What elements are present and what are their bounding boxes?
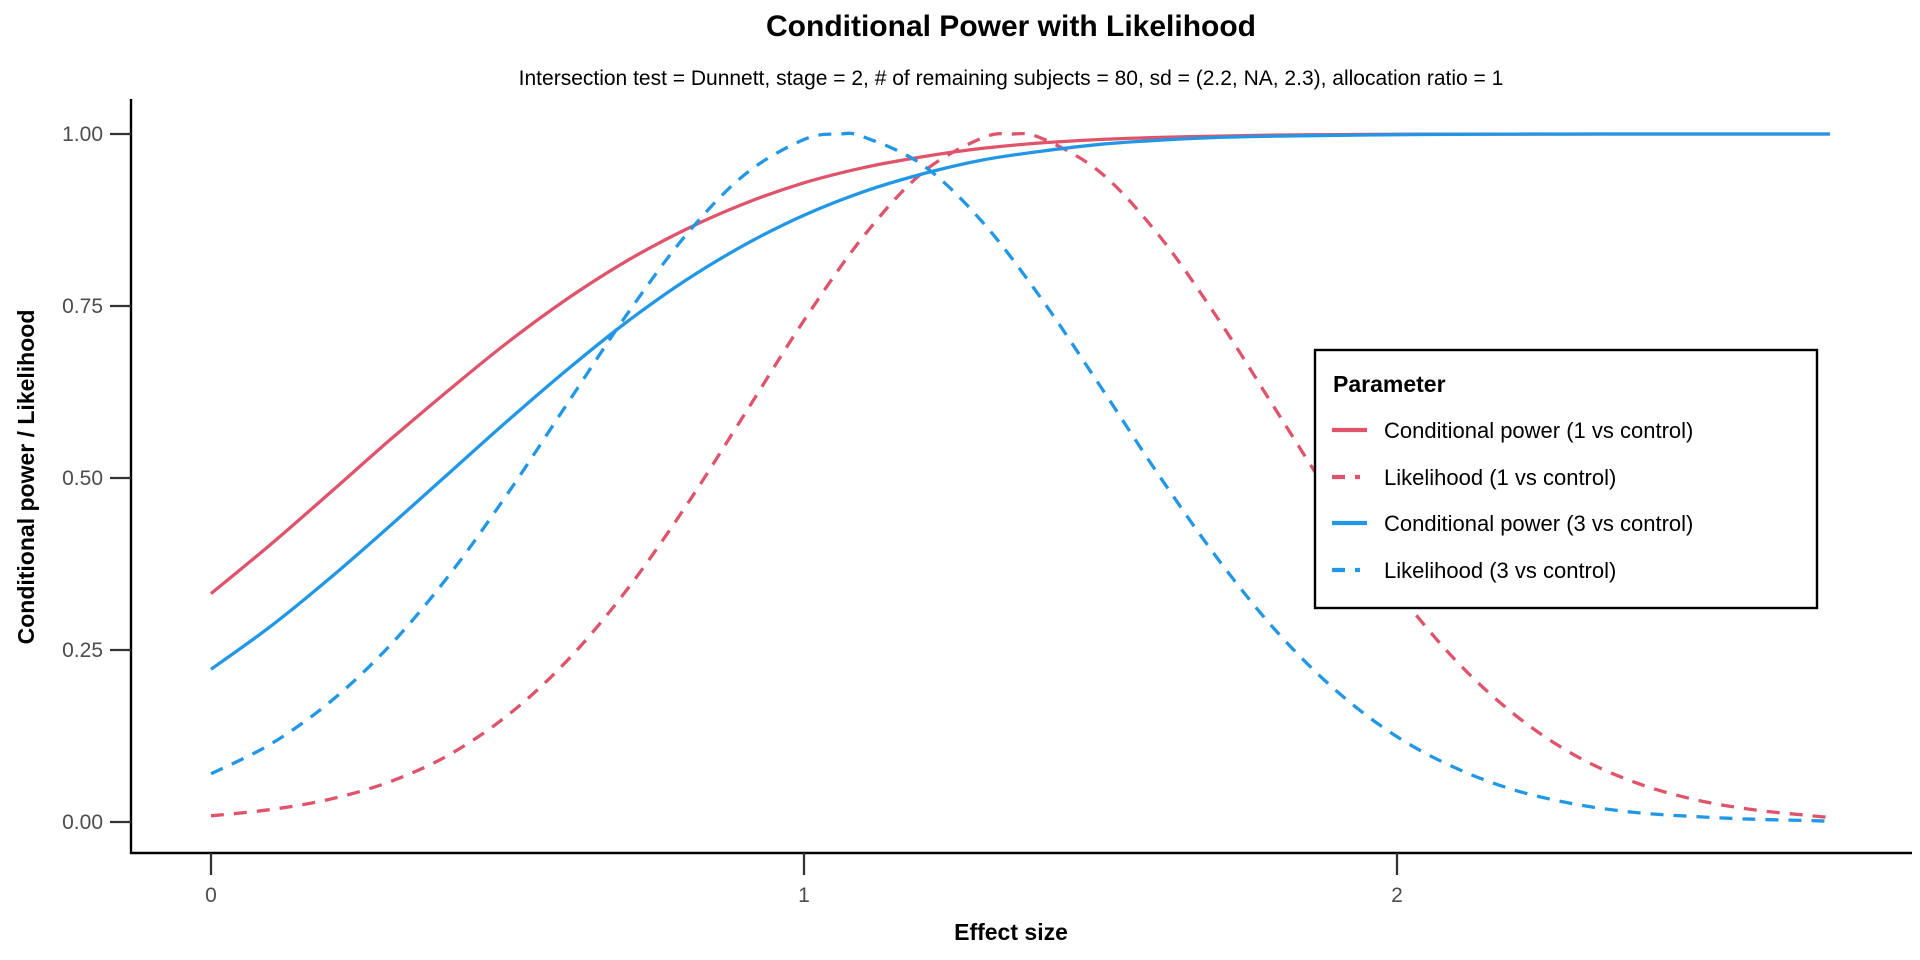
y-axis-title: Conditional power / Likelihood xyxy=(13,310,39,645)
curve-likelihood-3-vs-control xyxy=(210,131,1830,823)
y-tick-label: 0.50 xyxy=(62,467,103,490)
curve-conditional-power-3-vs-control xyxy=(210,132,1830,671)
x-tick-label: 1 xyxy=(798,884,810,907)
legend-item-label: Conditional power (3 vs control) xyxy=(1384,511,1693,536)
axis-ticks: 0.00 0.25 0.50 0.75 1.00 0 1 2 xyxy=(62,123,1403,907)
legend-item-label: Conditional power (1 vs control) xyxy=(1384,418,1693,443)
y-tick-label: 0.75 xyxy=(62,295,103,318)
legend: Parameter Conditional power (1 vs contro… xyxy=(1313,348,1819,610)
curves-layer xyxy=(209,131,1831,823)
legend-item: Likelihood (3 vs control) xyxy=(1332,558,1616,583)
legend-item: Likelihood (1 vs control) xyxy=(1332,465,1616,490)
chart-title: Conditional Power with Likelihood xyxy=(766,10,1256,43)
curve-likelihood-1-vs-control xyxy=(210,131,1831,819)
legend-title: Parameter xyxy=(1333,371,1446,397)
y-tick-label: 0.25 xyxy=(62,639,103,662)
legend-items: Conditional power (1 vs control) Likeliho… xyxy=(1332,418,1693,583)
legend-item-label: Likelihood (3 vs control) xyxy=(1384,558,1616,583)
legend-box xyxy=(1313,348,1819,610)
y-tick-label: 0.00 xyxy=(62,811,103,834)
x-tick-label: 0 xyxy=(205,884,217,907)
chart-subtitle: Intersection test = Dunnett, stage = 2, … xyxy=(519,67,1504,90)
x-tick-label: 2 xyxy=(1391,884,1403,907)
x-axis-title: Effect size xyxy=(954,919,1068,945)
legend-item-label: Likelihood (1 vs control) xyxy=(1384,465,1616,490)
legend-item: Conditional power (3 vs control) xyxy=(1332,511,1693,536)
legend-item: Conditional power (1 vs control) xyxy=(1332,418,1693,443)
y-tick-label: 1.00 xyxy=(62,123,103,146)
